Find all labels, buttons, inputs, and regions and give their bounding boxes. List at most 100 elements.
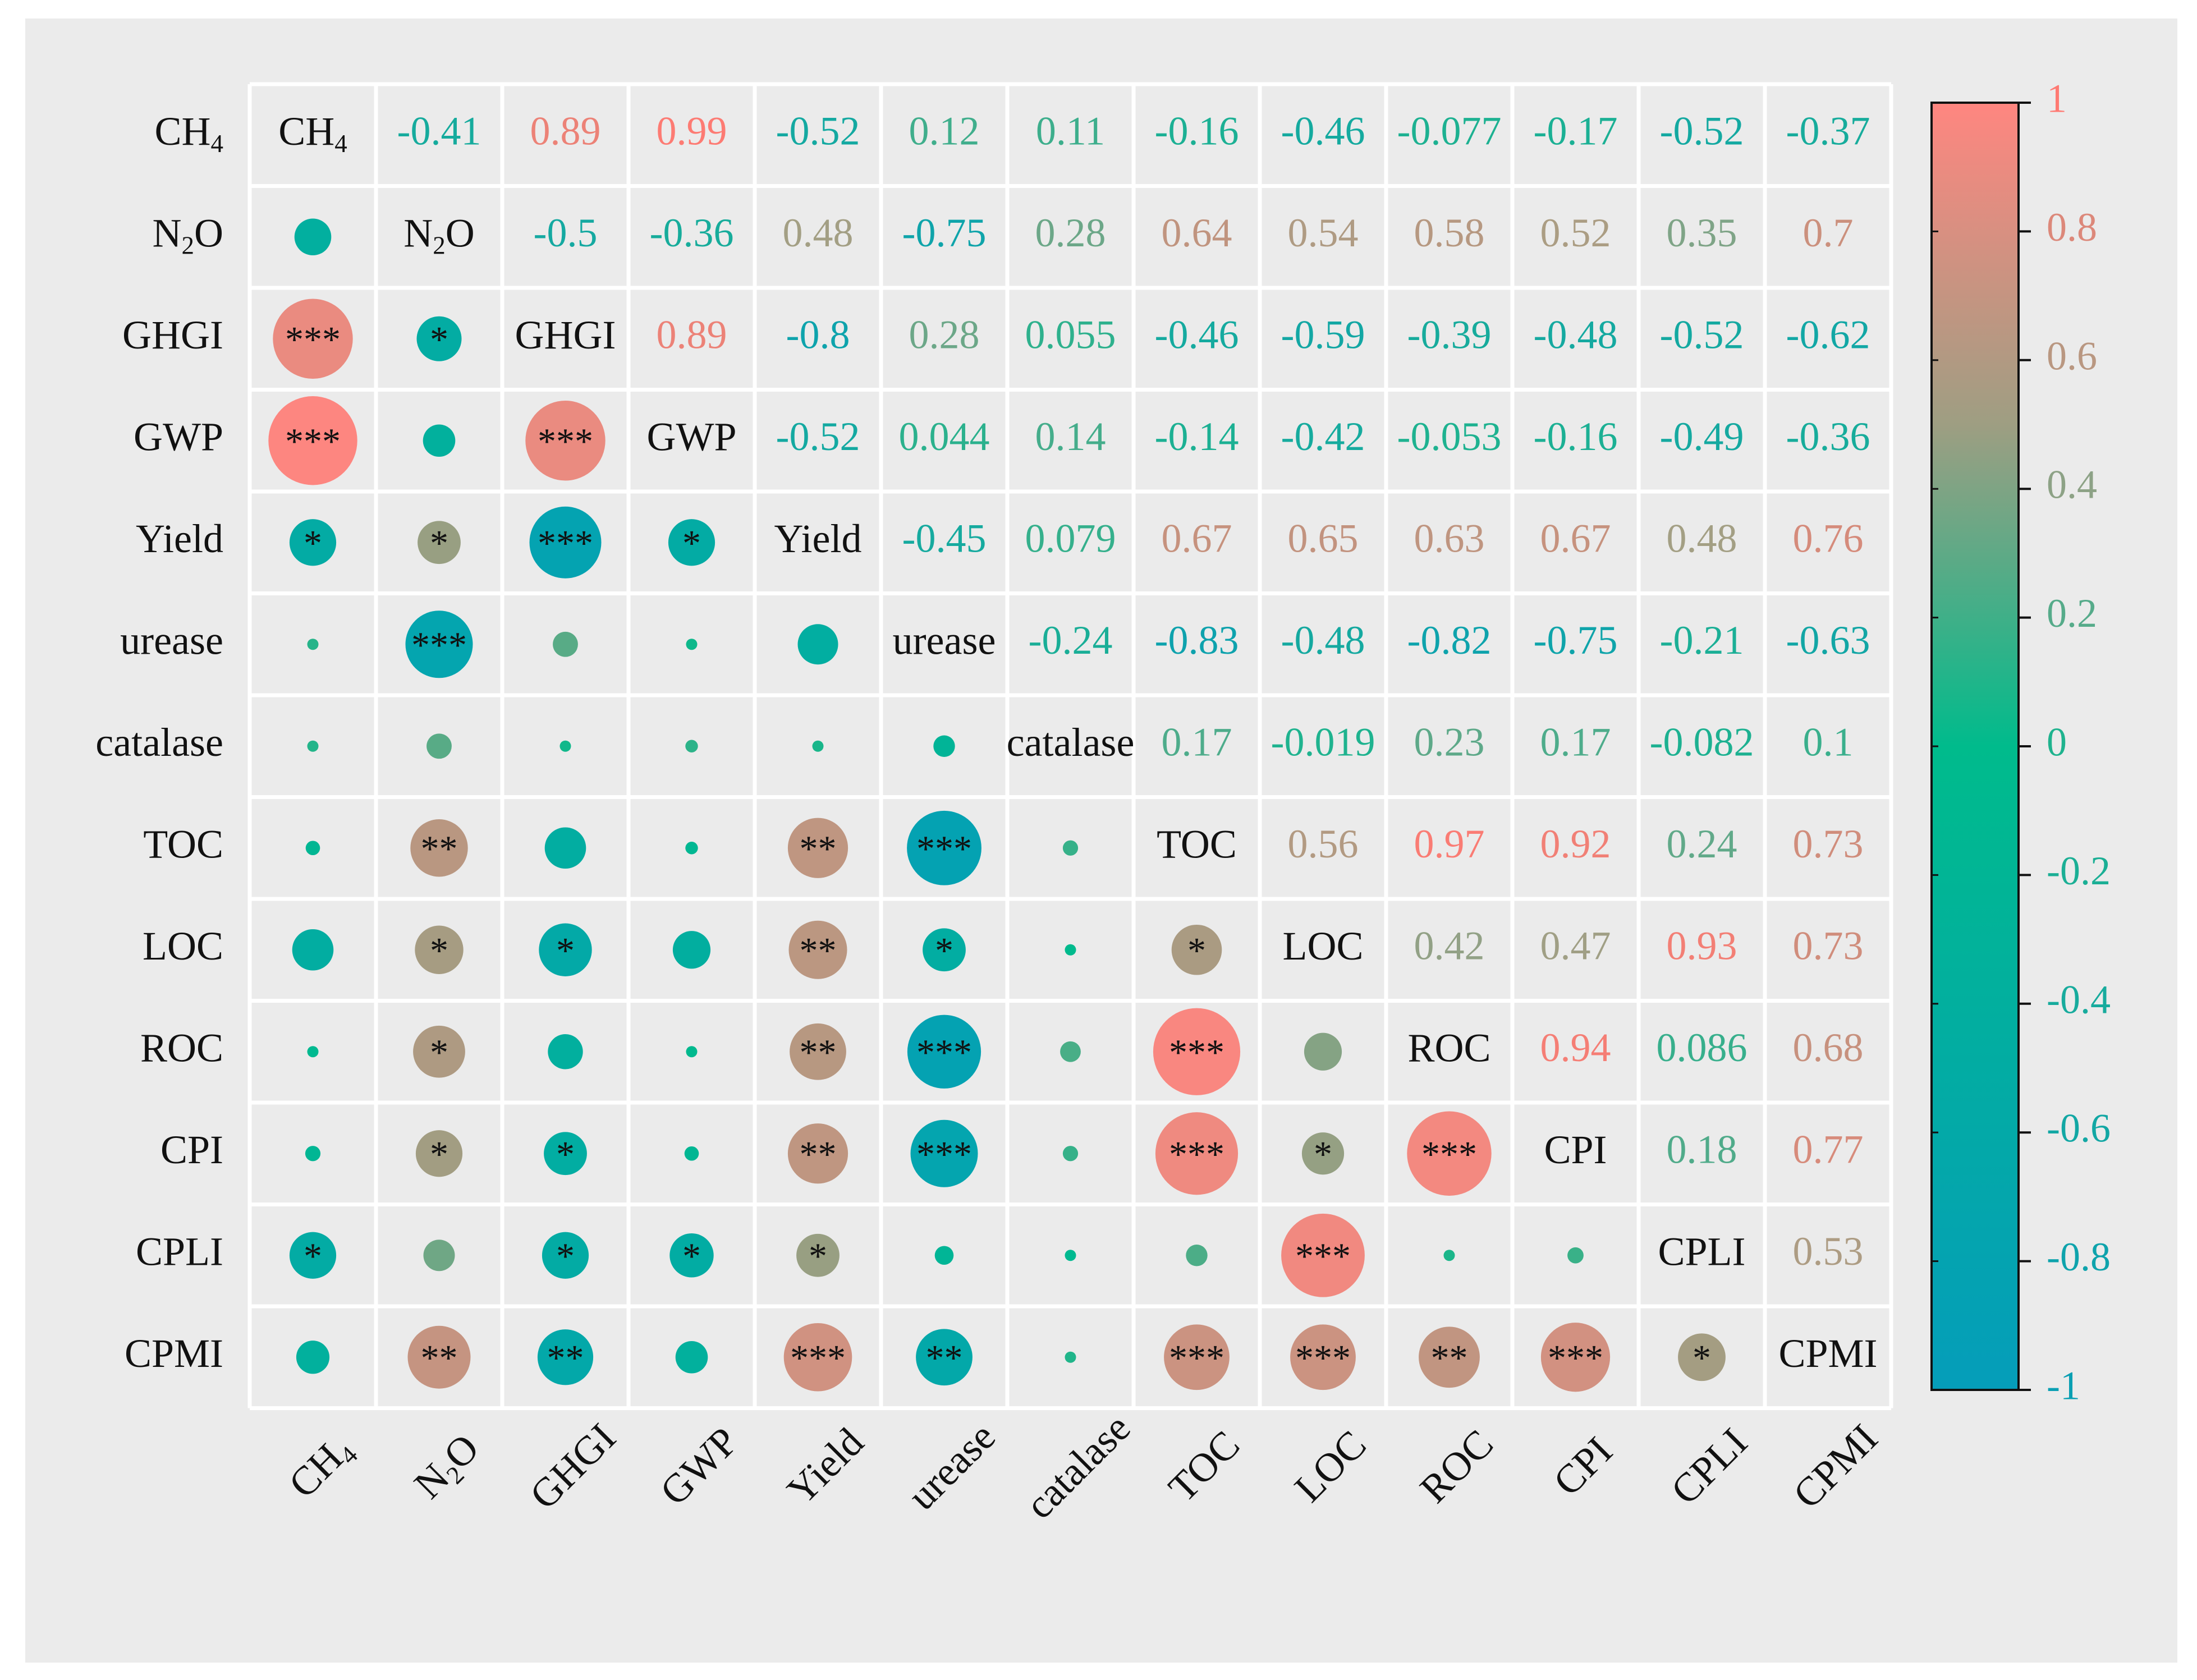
correlation-circle: [289, 519, 337, 566]
y-tick-label: CPI: [160, 1127, 223, 1172]
coefficient-label: 0.99: [657, 108, 727, 153]
coefficient-label: -0.82: [1407, 618, 1492, 663]
significance-stars: **: [1431, 1338, 1468, 1379]
correlation-circle: [292, 929, 334, 971]
correlation-circle: [1062, 840, 1079, 856]
significance-stars: *: [809, 1236, 827, 1277]
significance-stars: ***: [285, 421, 341, 462]
coefficient-label: 0.92: [1540, 821, 1611, 866]
coefficient-label: -0.41: [397, 108, 481, 153]
significance-stars: ***: [916, 1032, 972, 1073]
coefficient-label: -0.8: [786, 312, 850, 357]
y-tick-label: GWP: [134, 414, 223, 459]
significance-stars: ***: [538, 421, 593, 462]
correlation-circle: [1407, 1111, 1492, 1196]
coefficient-label: -0.16: [1534, 414, 1618, 459]
significance-stars: **: [926, 1338, 963, 1379]
y-tick-label: CH4: [154, 108, 223, 158]
coefficient-label: 0.48: [783, 210, 854, 255]
correlation-circle: [787, 818, 848, 878]
significance-stars: *: [430, 523, 448, 564]
coefficient-label: 0.23: [1414, 719, 1485, 764]
significance-stars: ***: [1421, 1134, 1477, 1175]
correlation-circle: [923, 928, 966, 972]
coefficient-label: 0.18: [1667, 1127, 1737, 1172]
correlation-circle: [686, 639, 698, 650]
y-tick-label: ROC: [140, 1025, 223, 1070]
significance-stars: ***: [916, 828, 972, 869]
colorbar-tick-label: 0: [2047, 720, 2067, 765]
correlation-circle: [1567, 1247, 1584, 1264]
colorbar-tick-label: -0.8: [2047, 1234, 2111, 1279]
significance-stars: *: [1693, 1338, 1711, 1379]
correlation-circle: [812, 740, 824, 752]
coefficient-label: -0.75: [902, 210, 987, 255]
y-tick-label: N2O: [153, 210, 224, 260]
correlation-circle: [307, 740, 319, 752]
coefficient-label: -0.019: [1271, 719, 1375, 764]
coefficient-label: -0.52: [776, 414, 860, 459]
coefficient-label: 0.89: [530, 108, 601, 153]
chart-background: [25, 19, 2177, 1663]
coefficient-label: 0.12: [909, 108, 980, 153]
coefficient-label: 0.055: [1025, 312, 1116, 357]
correlation-circle: [407, 1325, 471, 1389]
coefficient-label: -0.053: [1397, 414, 1502, 459]
coefficient-label: -0.52: [776, 108, 860, 153]
correlation-circle: [548, 1034, 583, 1069]
y-tick-label: TOC: [143, 821, 223, 866]
coefficient-label: -0.24: [1029, 618, 1113, 663]
diagonal-label: GHGI: [515, 312, 616, 357]
significance-stars: *: [304, 1236, 322, 1277]
colorbar-tick-label: -0.4: [2047, 977, 2111, 1022]
colorbar-tick-label: 0.6: [2047, 333, 2097, 378]
correlation-circle: [423, 1240, 455, 1272]
significance-stars: *: [556, 930, 575, 971]
coefficient-label: -0.52: [1660, 312, 1744, 357]
significance-stars: ***: [1295, 1338, 1351, 1379]
correlation-circle: [268, 396, 357, 485]
significance-stars: **: [547, 1338, 584, 1379]
coefficient-label: -0.36: [1786, 414, 1870, 459]
colorbar-tick-label: 0.2: [2047, 591, 2097, 636]
correlation-circle: [685, 740, 698, 752]
significance-stars: *: [430, 319, 448, 360]
diagonal-label: CPLI: [1658, 1229, 1745, 1274]
significance-stars: **: [800, 1032, 837, 1073]
y-tick-label: catalase: [95, 719, 223, 764]
correlation-circle: [418, 521, 461, 564]
y-tick-label: CPMI: [125, 1330, 223, 1375]
coefficient-label: 0.73: [1793, 821, 1864, 866]
coefficient-label: -0.37: [1786, 108, 1870, 153]
colorbar-gradient: [1930, 102, 2020, 1391]
correlation-circle: [423, 424, 456, 457]
coefficient-label: -0.46: [1155, 312, 1239, 357]
significance-stars: ***: [1169, 1134, 1224, 1175]
diagonal-label: urease: [893, 618, 996, 663]
diagonal-label: CPMI: [1778, 1330, 1877, 1375]
significance-stars: **: [800, 828, 837, 869]
significance-stars: *: [1314, 1134, 1332, 1175]
correlation-circle: [415, 925, 464, 974]
coefficient-label: -0.46: [1281, 108, 1365, 153]
correlation-circle: [1155, 1112, 1239, 1195]
coefficient-label: -0.36: [650, 210, 734, 255]
diagonal-label: catalase: [1007, 719, 1135, 764]
coefficient-label: 0.42: [1414, 923, 1485, 968]
significance-stars: *: [556, 1236, 575, 1277]
correlation-circle: [1301, 1132, 1345, 1175]
correlation-circle: [1419, 1326, 1480, 1388]
coefficient-label: 0.73: [1793, 923, 1864, 968]
y-tick-label: Yield: [136, 516, 223, 561]
correlation-circle: [1153, 1008, 1241, 1095]
correlation-circle: [1065, 1351, 1076, 1363]
colorbar-tick-label: -0.6: [2047, 1106, 2111, 1151]
coefficient-label: -0.52: [1660, 108, 1744, 153]
coefficient-label: -0.83: [1155, 618, 1239, 663]
coefficient-label: 0.079: [1025, 516, 1116, 561]
correlation-circle: [916, 1329, 973, 1386]
diagonal-label: N2O: [403, 210, 475, 260]
colorbar-tick-label: 0.8: [2047, 205, 2097, 250]
diagonal-label: CH4: [278, 108, 347, 158]
significance-stars: *: [430, 1134, 448, 1175]
